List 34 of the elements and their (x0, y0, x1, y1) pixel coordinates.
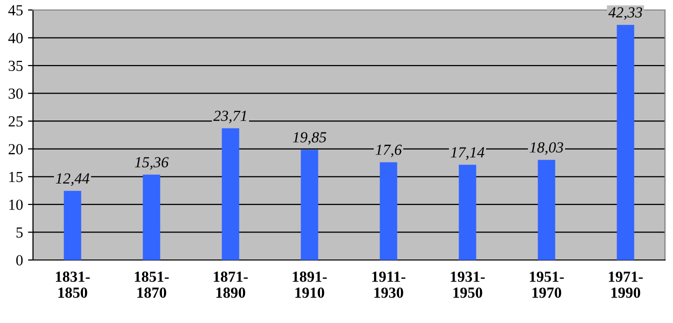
data-label: 15,36 (134, 157, 169, 170)
y-tick-label: 25 (8, 116, 23, 127)
x-tick-label: 1831- 1850 (56, 272, 90, 298)
bar (458, 164, 476, 260)
bar (64, 190, 82, 260)
bar (222, 128, 240, 260)
x-tick-label: 1871- 1890 (214, 272, 248, 298)
y-tick-label: 35 (8, 60, 23, 72)
data-label: 18,03 (530, 142, 564, 155)
data-label: 12,44 (56, 173, 90, 186)
y-tick-label: 30 (8, 88, 23, 99)
data-label: 17,14 (450, 147, 484, 160)
bar (616, 24, 634, 260)
data-label: 23,71 (213, 110, 246, 124)
y-tick-label: 0 (16, 255, 23, 266)
data-label: 19,85 (292, 132, 326, 145)
x-tick-label: 1931- 1950 (450, 272, 485, 298)
data-label: 42,33 (608, 7, 642, 20)
y-tick-label: 5 (16, 228, 23, 238)
x-tick-label: 1851- 1870 (134, 272, 169, 298)
x-tick-label: 1971- 1990 (608, 272, 643, 298)
x-tick-label: 1911- 1930 (372, 272, 406, 298)
bar (380, 162, 398, 260)
x-tick-label: 1891- 1910 (292, 272, 327, 298)
y-tick-label: 15 (9, 172, 23, 182)
y-tick-label: 20 (8, 144, 23, 154)
bar (142, 174, 160, 260)
bar (538, 160, 556, 260)
y-tick-label: 40 (8, 32, 23, 44)
x-tick-label: 1951- 1970 (530, 272, 564, 298)
y-tick-label: 45 (8, 5, 23, 16)
y-tick-label: 10 (9, 200, 23, 210)
bar (300, 150, 318, 260)
data-label: 17,6 (376, 144, 402, 158)
